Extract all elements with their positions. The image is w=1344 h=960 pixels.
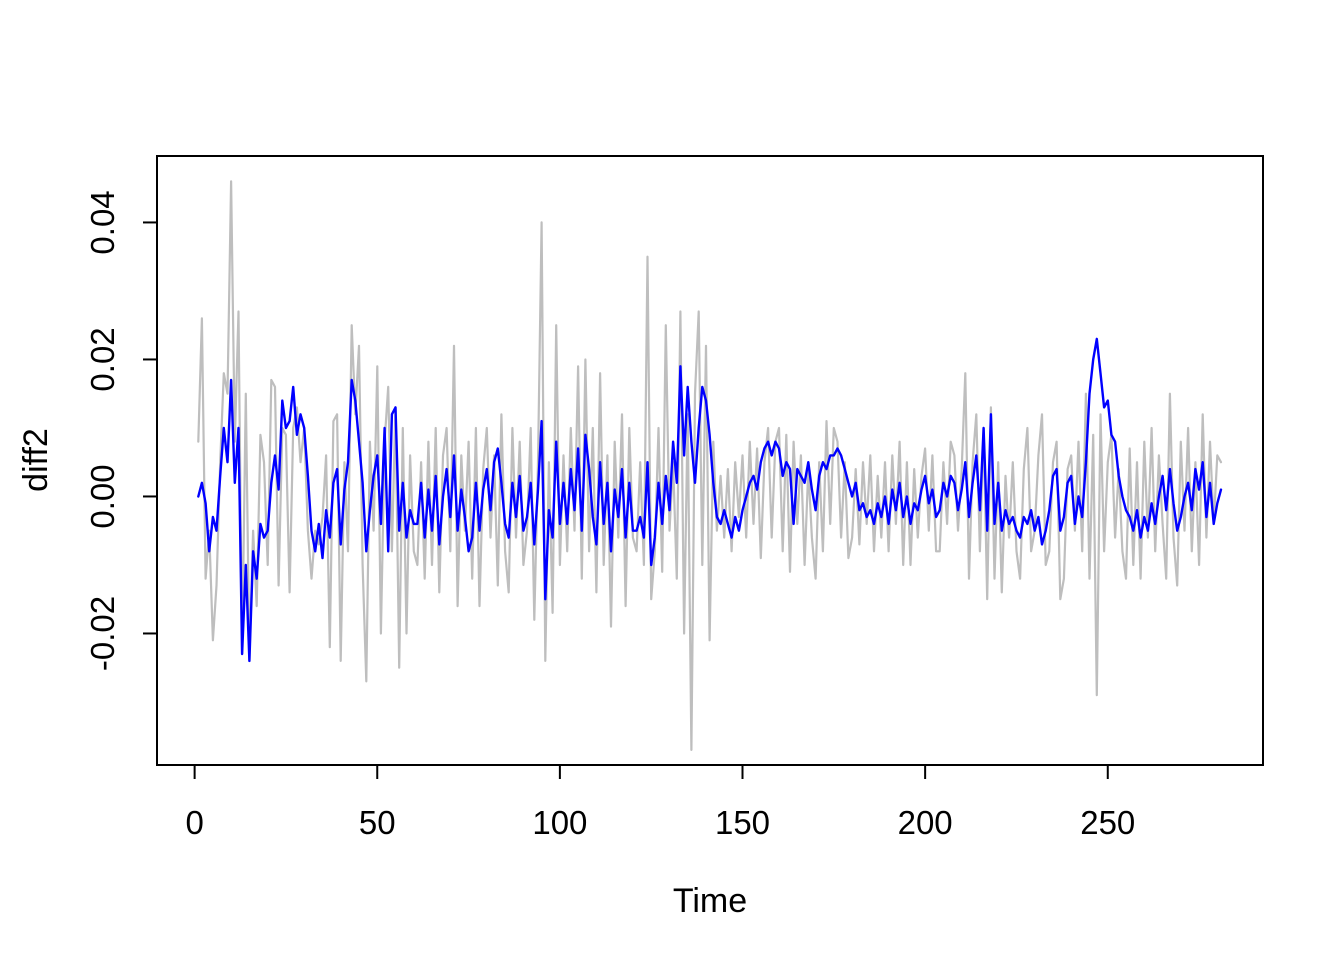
y-axis-title: diff2: [17, 428, 55, 492]
y-tick-label: -0.02: [84, 596, 121, 671]
plot-border: [156, 155, 1264, 766]
blue-smoothed-line: [197, 337, 1223, 663]
y-tick-label: 0.04: [84, 190, 121, 254]
x-tick-label: 250: [1080, 804, 1135, 841]
x-tick-label: 0: [185, 804, 203, 841]
x-tick-label: 100: [532, 804, 587, 841]
y-tick-label: 0.00: [84, 464, 121, 528]
y-tick-label: 0.02: [84, 327, 121, 391]
y-axis-ticks: -0.02 0.00 0.02 0.04: [84, 190, 156, 671]
x-tick-label: 150: [715, 804, 770, 841]
x-tick-label: 200: [898, 804, 953, 841]
x-tick-label: 50: [359, 804, 396, 841]
x-axis-title: Time: [673, 882, 747, 920]
gray-raw-diff2-line: [197, 180, 1223, 752]
x-axis-ticks: 0 50 100 150 200 250: [185, 766, 1135, 841]
series-group: [197, 180, 1223, 752]
